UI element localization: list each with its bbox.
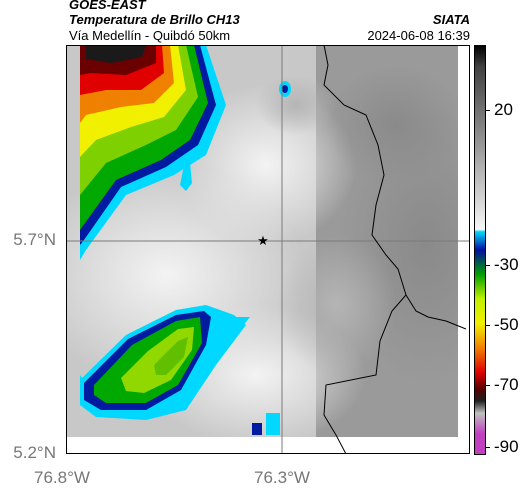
colorbar-tick bbox=[485, 325, 490, 326]
map-svg: ★ bbox=[66, 45, 470, 454]
nodata-strip-right bbox=[458, 45, 470, 454]
colorbar-label: -50 bbox=[494, 315, 519, 334]
colorbar-label: -30 bbox=[494, 255, 519, 274]
cloud-mid-north bbox=[256, 75, 336, 135]
boundary-line bbox=[323, 45, 407, 454]
colorbar-tick bbox=[485, 447, 490, 448]
satellite-map[interactable]: ★ bbox=[66, 45, 470, 454]
region-label: Vía Medellín - Quibdó 50km bbox=[69, 28, 231, 43]
lon-tick: 76.3°W bbox=[254, 468, 310, 487]
product-title: Temperatura de Brillo CH13 bbox=[69, 12, 240, 27]
convective-cell-southwest bbox=[80, 305, 280, 435]
colorbar-label: 20 bbox=[494, 100, 513, 119]
cloud-dark-northeast bbox=[326, 65, 466, 185]
lon-tick: 76.8°W bbox=[34, 468, 90, 487]
colorbar-label: -70 bbox=[494, 375, 519, 394]
colorbar-tick bbox=[485, 110, 490, 111]
lat-tick: 5.2°N bbox=[13, 443, 56, 462]
colorbar bbox=[474, 45, 486, 455]
nodata-strip bbox=[66, 437, 470, 454]
colorbar-tick bbox=[485, 385, 490, 386]
lat-tick: 5.7°N bbox=[13, 230, 56, 249]
cold-speck-2 bbox=[226, 317, 250, 327]
location-star-icon: ★ bbox=[257, 234, 269, 249]
colorbar-svg bbox=[475, 46, 485, 454]
timestamp-label: 2024-06-08 16:39 bbox=[367, 28, 470, 43]
colorbar-label: -90 bbox=[494, 437, 519, 456]
satellite-title: GOES-EAST bbox=[69, 0, 146, 12]
cold-speck-core bbox=[282, 85, 288, 93]
agency-label: SIATA bbox=[432, 12, 470, 27]
convective-cell-northwest bbox=[80, 45, 226, 260]
boundary-line-2 bbox=[405, 294, 467, 330]
cloud-mid bbox=[276, 235, 396, 375]
colorbar-tick bbox=[485, 265, 490, 266]
